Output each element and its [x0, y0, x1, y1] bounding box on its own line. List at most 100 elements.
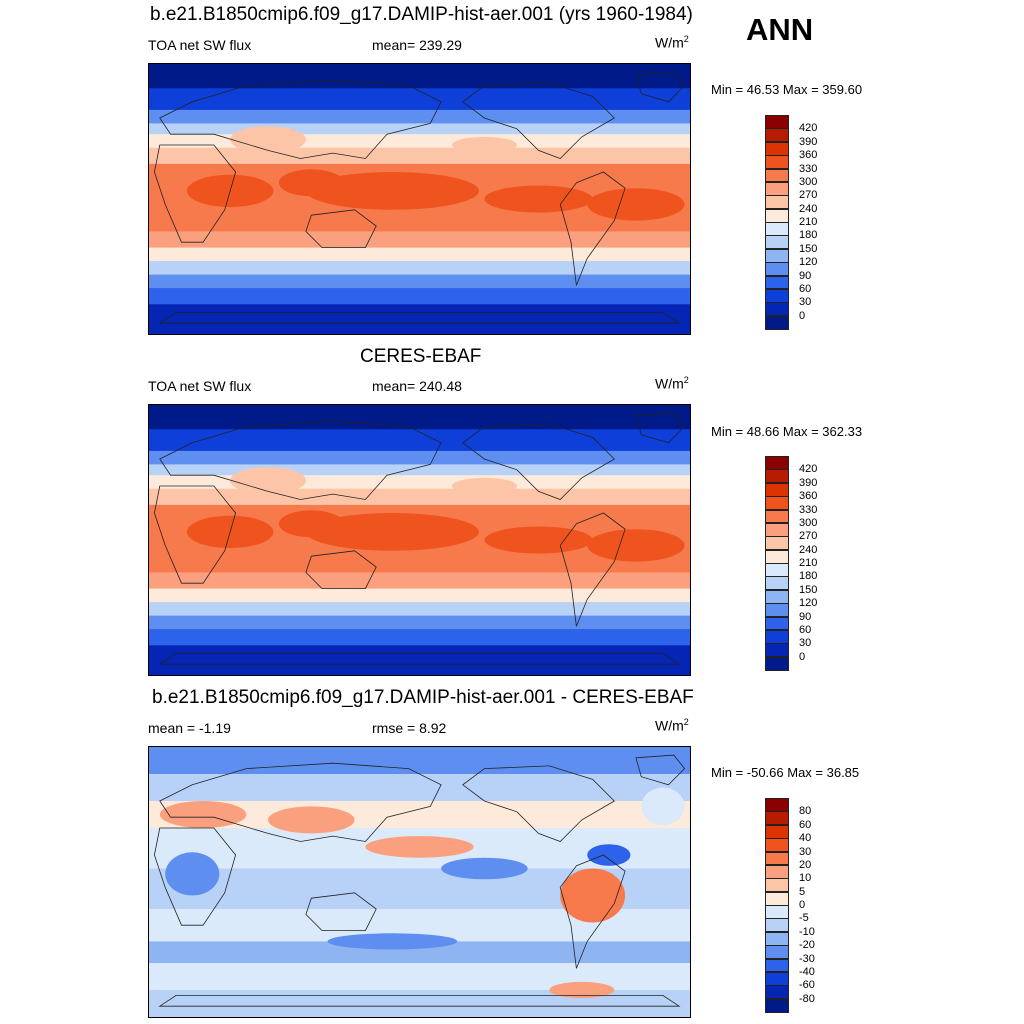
panel2-colorbar-tick-label: 330	[799, 503, 818, 516]
panel3-colorbar-tick-label: -20	[799, 939, 815, 952]
panel3-colorbar-tick-label: 5	[799, 885, 806, 898]
panel1-colorbar-swatch	[765, 208, 789, 223]
panel1-field-anomaly	[587, 188, 685, 221]
panel1-colorbar-tick-label: 90	[799, 269, 812, 282]
panel3-colorbar-swatch	[765, 864, 789, 879]
panel2-colorbar-swatch	[765, 509, 789, 524]
panel1-field-band	[149, 109, 690, 125]
panel3-colorbar-swatch	[765, 945, 789, 959]
panel3-colorbar-tick-label: 0	[799, 899, 806, 911]
panel2-colorbar-swatch	[765, 589, 789, 604]
panel2-coastline	[635, 412, 686, 444]
panel2-field-band	[149, 450, 690, 466]
panel2-field-band	[149, 464, 690, 477]
panel3-colorbar-swatch	[765, 878, 789, 893]
panel1-colorbar-swatch	[765, 115, 789, 129]
panel1-field-band	[149, 304, 690, 334]
panel3-map	[148, 746, 691, 1018]
panel2-variable-label: TOA net SW flux	[148, 378, 252, 394]
panel3-colorbar-swatch	[765, 824, 789, 839]
panel2-field-anomaly	[484, 526, 593, 554]
panel1-colorbar-tick-label: 120	[799, 256, 818, 269]
panel1-colorbar-tick-label: 30	[799, 296, 812, 309]
panel3-field-anomaly	[165, 852, 220, 896]
panel3-colorbar-swatch	[765, 958, 789, 973]
panel2-minmax: Min = 48.66 Max = 362.33	[711, 424, 863, 439]
panel2-colorbar-swatch	[765, 522, 789, 537]
panel3-coastline	[153, 827, 237, 926]
panel3-coastline	[635, 754, 686, 786]
panel3-coastline	[159, 762, 442, 842]
panel2-colorbar-swatch	[765, 456, 789, 470]
panel3-colorbar-tick-label: 30	[799, 845, 812, 858]
panel2-colorbar-tick-label: 60	[799, 623, 812, 636]
panel1-field-band	[149, 123, 690, 136]
panel2-field-band	[149, 615, 690, 631]
panel2-colorbar-tick-label: 210	[799, 557, 818, 569]
panel1-field-band	[149, 247, 690, 263]
panel3-field-band	[149, 747, 690, 775]
panel3-title: b.e21.B1850cmip6.f09_g17.DAMIP-hist-aer.…	[152, 687, 694, 708]
panel2-field-anomaly	[451, 477, 517, 495]
panel2-field-band	[149, 602, 690, 617]
panel3-colorbar-tick-label: 40	[799, 832, 812, 845]
panel1-field-anomaly	[278, 169, 344, 197]
panel3-coastline	[559, 854, 626, 969]
panel1-colorbar-swatch	[765, 168, 789, 183]
panel1-colorbar-swatch	[765, 141, 789, 156]
panel3-coastline	[158, 995, 681, 1007]
panel3-colorbar-tick-label: -60	[799, 979, 815, 992]
panel2-colorbar-swatch	[765, 563, 789, 577]
panel1-field-band	[149, 288, 690, 306]
panel3-field-anomaly	[587, 844, 631, 866]
panel3-field-anomaly	[641, 787, 685, 826]
panel2-colorbar-swatch	[765, 576, 789, 591]
panel3-colorbar-tick-label: -10	[799, 925, 815, 938]
panel1-field-band	[149, 147, 690, 165]
panel1-colorbar-tick-label: 0	[799, 309, 806, 322]
panel1-colorbar-tick-label: 360	[799, 149, 818, 162]
panel2-colorbar-tick-label: 150	[799, 583, 818, 596]
panel3-colorbar-tick-label: -5	[799, 912, 809, 925]
panel1-units: W/m2	[655, 34, 689, 51]
panel3-colorbar: 80 60 40 30 20 10 5 0 -5 -10 -20 -30 -40 -60 -80	[765, 798, 845, 1013]
panel2-colorbar-tick-label: 0	[799, 650, 806, 663]
panel1-title: b.e21.B1850cmip6.f09_g17.DAMIP-hist-aer.…	[150, 4, 693, 25]
panel3-minmax: Min = -50.66 Max = 36.85	[711, 765, 860, 780]
panel2-colorbar-tick-label: 30	[799, 637, 812, 650]
panel2-field-band	[149, 475, 690, 490]
panel2-colorbar-swatch	[765, 603, 789, 617]
panel3-field-band	[149, 774, 690, 802]
panel1-map	[148, 63, 691, 335]
panel1-colorbar-swatch	[765, 235, 789, 250]
panel3-field-anomaly	[441, 857, 528, 880]
panel3-colorbar-swatch	[765, 838, 789, 852]
panel2-title: CERES-EBAF	[360, 346, 482, 367]
panel3-colorbar-swatch	[765, 891, 789, 906]
panel1-colorbar-swatch	[765, 181, 789, 196]
panel3-map-plot	[149, 747, 690, 1017]
panel3-field-anomaly	[560, 868, 626, 923]
panel1-coastline	[559, 171, 626, 286]
panel1-colorbar-swatch	[765, 288, 789, 303]
panel2-field-band	[149, 429, 690, 452]
panel3-colorbar-swatch	[765, 851, 789, 866]
panel1-colorbar-tick-label: 150	[799, 242, 818, 255]
panel1-variable-label: TOA net SW flux	[148, 37, 252, 53]
panel2-field-band	[149, 488, 690, 506]
panel2-colorbar-tick-label: 90	[799, 610, 812, 623]
panel1-colorbar-tick-label: 180	[799, 229, 818, 242]
panel2-colorbar-tick-label: 300	[799, 516, 818, 529]
panel2-colorbar-tick-label: 420	[799, 463, 818, 476]
panel2-mean-label: mean= 240.48	[372, 378, 462, 394]
panel1-field-anomaly	[230, 126, 306, 154]
panel3-colorbar-swatch	[765, 998, 789, 1013]
panel2-units: W/m2	[655, 375, 689, 392]
panel3-colorbar-tick-label: -40	[799, 965, 815, 978]
panel1-colorbar-swatch	[765, 155, 789, 169]
panel2-colorbar-tick-label: 240	[799, 543, 818, 556]
panel2-coastline	[158, 653, 681, 665]
panel2-colorbar-swatch	[765, 549, 789, 564]
panel1-mean-label: mean= 239.29	[372, 37, 462, 53]
panel3-colorbar-swatch	[765, 918, 789, 933]
